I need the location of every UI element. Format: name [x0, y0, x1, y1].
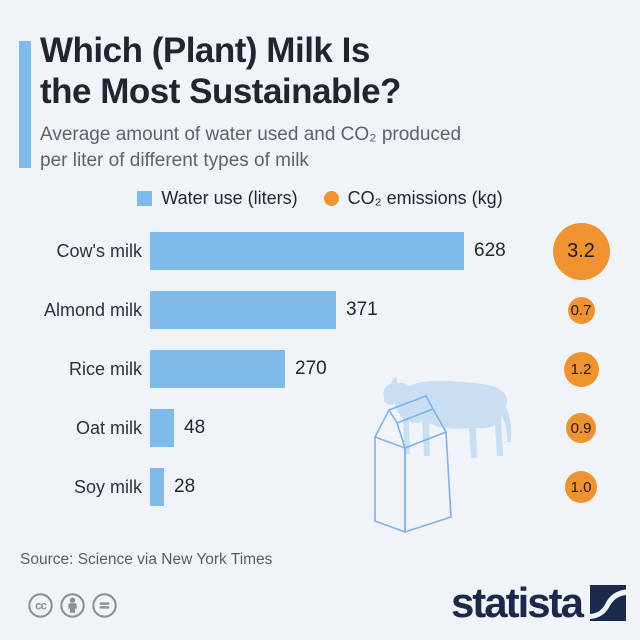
milk-carton-icon — [374, 395, 452, 533]
water-value: 371 — [346, 299, 378, 320]
category-label: Cow's milk — [56, 241, 142, 261]
chart-row: Almond milk 371 0.7 — [0, 291, 640, 329]
water-bar — [150, 291, 336, 329]
co2-bubble: 1.2 — [563, 351, 599, 387]
water-value: 28 — [174, 476, 196, 497]
statista-logo-mark-icon — [590, 585, 626, 621]
legend-item-water: Water use (liters) — [137, 188, 298, 209]
cc-icon[interactable]: cc — [27, 592, 54, 619]
water-value: 270 — [295, 358, 327, 379]
statista-logo[interactable]: statista — [450, 579, 626, 626]
page-title: Which (Plant) Milk Is the Most Sustainab… — [40, 31, 401, 111]
chart-row: Soy milk 28 1.0 — [0, 468, 640, 506]
chart-row: Rice milk 270 1.2 — [0, 350, 640, 388]
chart-legend: Water use (liters) CO₂ emissions (kg) — [0, 188, 640, 209]
category-label: Rice milk — [68, 359, 142, 379]
co2-bubble: 0.9 — [566, 413, 596, 443]
co2-bubble: 3.2 — [552, 222, 610, 280]
cow-silhouette-icon — [383, 377, 512, 458]
license-icons: cc — [27, 592, 118, 619]
water-bar — [150, 232, 464, 270]
legend-co2-label: CO₂ emissions (kg) — [347, 188, 503, 208]
equals-icon[interactable] — [91, 592, 118, 619]
source-text: Source: Science via New York Times — [20, 551, 273, 568]
water-value: 48 — [184, 417, 206, 438]
chart-row: Oat milk 48 0.9 — [0, 409, 640, 447]
co2-swatch-icon — [323, 191, 339, 206]
cow-and-milk-carton-illustration — [374, 377, 512, 533]
legend-item-co2: CO₂ emissions (kg) — [323, 188, 503, 209]
co2-bubble: 0.7 — [567, 296, 595, 324]
statista-wordmark: statista — [450, 579, 584, 626]
category-label: Oat milk — [75, 418, 142, 438]
water-value: 628 — [474, 240, 506, 261]
water-bar — [150, 350, 285, 388]
chart-row: Cow's milk 628 3.2 — [0, 222, 640, 280]
water-swatch-icon — [137, 191, 153, 206]
attribution-icon[interactable] — [59, 592, 86, 619]
category-label: Almond milk — [43, 300, 142, 320]
water-bar — [150, 409, 174, 447]
water-bar — [150, 468, 164, 506]
legend-water-label: Water use (liters) — [161, 188, 298, 208]
page-subtitle: Average amount of water used and CO₂ pro… — [40, 124, 462, 171]
title-accent-bar — [19, 41, 31, 168]
co2-bubble: 1.0 — [565, 471, 597, 503]
svg-text:cc: cc — [35, 601, 47, 613]
category-label: Soy milk — [73, 477, 142, 497]
